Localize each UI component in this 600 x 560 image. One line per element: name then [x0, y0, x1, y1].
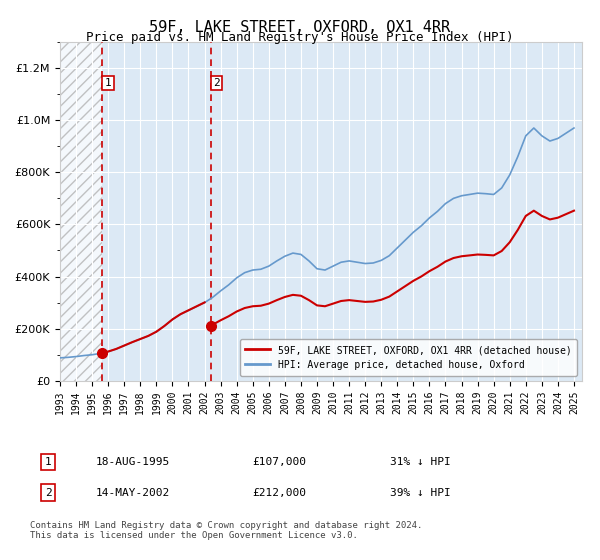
Text: 1: 1	[104, 78, 112, 88]
Text: 31% ↓ HPI: 31% ↓ HPI	[390, 457, 451, 467]
Text: Price paid vs. HM Land Registry's House Price Index (HPI): Price paid vs. HM Land Registry's House …	[86, 31, 514, 44]
Text: 2: 2	[213, 78, 220, 88]
Text: 39% ↓ HPI: 39% ↓ HPI	[390, 488, 451, 498]
Text: 14-MAY-2002: 14-MAY-2002	[96, 488, 170, 498]
Text: 2: 2	[44, 488, 52, 498]
Text: 1: 1	[44, 457, 52, 467]
Text: 59F, LAKE STREET, OXFORD, OX1 4RR: 59F, LAKE STREET, OXFORD, OX1 4RR	[149, 20, 451, 35]
Bar	[60, 42, 102, 381]
Text: 18-AUG-1995: 18-AUG-1995	[96, 457, 170, 467]
Text: Contains HM Land Registry data © Crown copyright and database right 2024.
This d: Contains HM Land Registry data © Crown c…	[30, 521, 422, 540]
Text: £212,000: £212,000	[252, 488, 306, 498]
Text: £107,000: £107,000	[252, 457, 306, 467]
Legend: 59F, LAKE STREET, OXFORD, OX1 4RR (detached house), HPI: Average price, detached: 59F, LAKE STREET, OXFORD, OX1 4RR (detac…	[239, 339, 577, 376]
